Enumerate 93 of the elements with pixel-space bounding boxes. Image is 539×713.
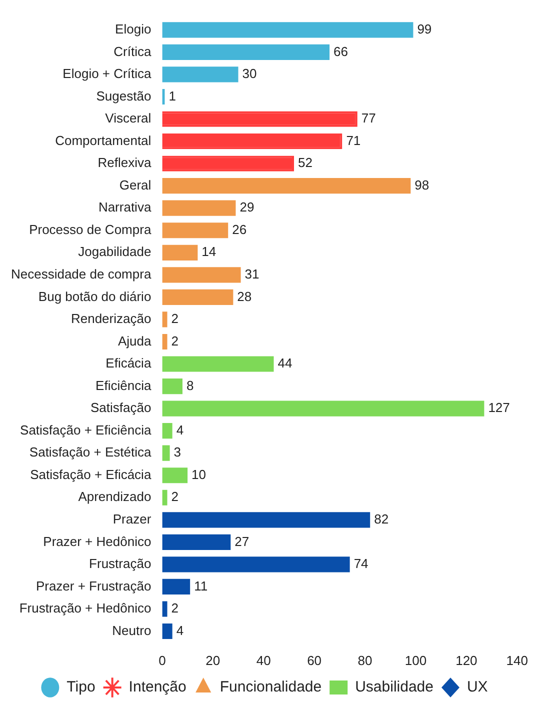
- bar: [162, 222, 228, 238]
- y-tick-label: Satisfação + Estética: [29, 444, 152, 460]
- y-tick-label: Bug botão do diário: [38, 288, 152, 304]
- legend-label: UX: [466, 678, 488, 696]
- bar: [162, 423, 172, 439]
- data-label: 44: [278, 356, 292, 371]
- data-label: 8: [186, 378, 194, 393]
- bar: [162, 534, 231, 550]
- x-tick-label: 120: [456, 652, 478, 668]
- data-label: 14: [202, 244, 216, 260]
- y-tick-label: Renderização: [70, 311, 152, 326]
- bar: [162, 178, 411, 194]
- y-tick-label: Eficácia: [106, 356, 152, 371]
- y-tick-label: Narrativa: [98, 200, 152, 215]
- y-tick-label: Neutro: [112, 622, 152, 638]
- legend-label: Tipo: [66, 678, 96, 696]
- x-tick-label: 60: [307, 652, 322, 668]
- data-label: 28: [237, 288, 252, 304]
- y-tick-label: Necessidade de compra: [10, 266, 152, 282]
- legend-label: Usabilidade: [355, 678, 434, 696]
- data-label: 11: [194, 578, 208, 594]
- data-label: 98: [414, 177, 430, 192]
- data-label: 4: [176, 422, 184, 438]
- data-label: 30: [242, 66, 257, 82]
- data-label: 77: [361, 110, 376, 126]
- data-label: 2: [171, 600, 178, 616]
- legend-label: Funcionalidade: [220, 678, 322, 696]
- data-label: 71: [346, 132, 361, 148]
- y-tick-label: Visceral: [105, 110, 152, 126]
- y-tick-label: Aprendizado: [78, 489, 152, 504]
- data-label: 66: [334, 44, 348, 59]
- data-label: 82: [374, 511, 389, 526]
- data-label: 10: [192, 466, 206, 482]
- y-tick-label: Frustração + Hedônico: [19, 600, 152, 616]
- y-tick-label: Satisfação: [90, 400, 152, 416]
- data-label: 31: [244, 266, 260, 282]
- data-label: 127: [488, 400, 510, 416]
- bar: [162, 556, 350, 572]
- bar: [162, 44, 330, 60]
- x-tick-label: 100: [404, 652, 427, 668]
- bar: [162, 66, 238, 82]
- y-tick-label: Eficiência: [96, 378, 152, 393]
- data-label: 52: [298, 155, 312, 170]
- y-tick-label: Frustração: [89, 556, 152, 572]
- y-tick-label: Processo de Compra: [29, 222, 152, 237]
- data-label: 26: [232, 222, 247, 237]
- bar: [162, 267, 241, 283]
- bar: [162, 578, 190, 595]
- data-label: 4: [176, 622, 184, 638]
- data-label: 3: [174, 444, 182, 460]
- y-tick-label: Prazer: [112, 511, 152, 526]
- y-tick-label: Prazer + Frustração: [36, 578, 152, 594]
- bar: [162, 200, 236, 216]
- data-label: 99: [417, 22, 432, 37]
- bar: [162, 400, 484, 416]
- y-tick-label: Elogio + Crítica: [62, 66, 152, 82]
- bar: [162, 312, 168, 328]
- y-tick-label: Jogabilidade: [78, 244, 152, 260]
- bar: [162, 244, 198, 260]
- data-label: 2: [171, 333, 178, 348]
- data-label: 2: [171, 489, 178, 504]
- bar: [162, 445, 170, 461]
- y-tick-label: Ajuda: [118, 333, 152, 348]
- y-tick-label: Prazer + Hedônico: [43, 534, 152, 549]
- data-label: 1: [168, 88, 176, 104]
- y-tick-label: Satisfação + Eficácia: [30, 466, 152, 482]
- data-label: 29: [240, 200, 254, 215]
- y-tick-label: Elogio: [115, 22, 152, 37]
- data-label: 2: [171, 311, 178, 326]
- x-tick-label: 140: [506, 652, 528, 668]
- data-label: 27: [234, 534, 250, 549]
- y-tick-label: Reflexiva: [98, 155, 152, 170]
- bar: [162, 468, 188, 484]
- y-tick-label: Comportamental: [55, 132, 152, 148]
- bar: [162, 490, 168, 506]
- y-tick-label: Geral: [119, 177, 152, 192]
- bar: [162, 356, 274, 372]
- y-tick-label: Satisfação + Eficiência: [20, 422, 152, 438]
- bar: [162, 601, 168, 617]
- bar: [162, 623, 172, 640]
- bar: [162, 334, 168, 350]
- y-tick-label: Sugestão: [96, 88, 152, 104]
- bar: [162, 22, 414, 38]
- y-tick-label: Crítica: [114, 44, 152, 59]
- bar: [162, 289, 234, 305]
- x-tick-label: 40: [256, 652, 271, 668]
- x-tick-label: 80: [358, 652, 372, 668]
- legend-label: Intenção: [128, 678, 186, 696]
- bar: [162, 512, 370, 528]
- bar: [162, 378, 182, 394]
- x-tick-label: 0: [158, 652, 166, 668]
- x-tick-label: 20: [206, 652, 220, 668]
- data-label: 74: [354, 556, 368, 572]
